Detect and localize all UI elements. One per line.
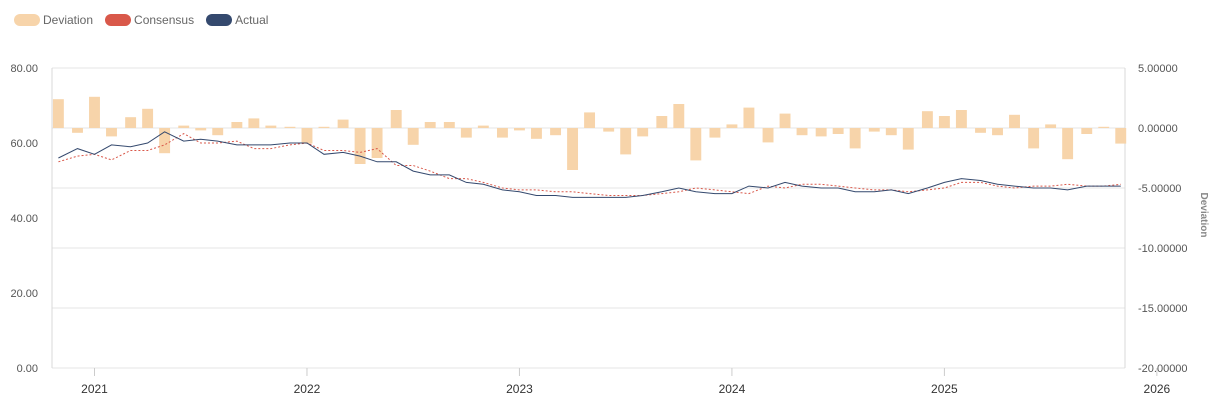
deviation-bar-3 xyxy=(106,128,117,137)
deviation-bar-22 xyxy=(443,122,455,128)
deviation-bar-56 xyxy=(1045,124,1057,128)
deviation-bar-57 xyxy=(1062,128,1074,160)
legend-item-actual[interactable]: Actual xyxy=(206,13,268,27)
legend-swatch-consensus xyxy=(105,14,132,26)
left-tick-label-3: 60.00 xyxy=(10,138,38,150)
deviation-bar-48 xyxy=(902,128,914,150)
consensus-line xyxy=(58,133,1121,196)
left-tick-label-0: 0.00 xyxy=(17,363,38,375)
deviation-bar-53 xyxy=(992,128,1003,136)
legend-item-deviation[interactable]: Deviation xyxy=(14,13,93,27)
deviation-bar-40 xyxy=(762,128,774,143)
deviation-bar-8 xyxy=(195,128,207,131)
deviation-bar-51 xyxy=(955,110,967,128)
deviation-bar-35 xyxy=(673,104,685,128)
legend-label-actual: Actual xyxy=(235,13,269,27)
chart-legend: Deviation Consensus Actual xyxy=(14,10,280,30)
right-tick-label-1: -15.00000 xyxy=(1138,303,1188,315)
legend-label-deviation: Deviation xyxy=(43,13,94,27)
deviation-bar-4 xyxy=(125,117,137,128)
right-tick-label-3: -5.00000 xyxy=(1138,183,1181,195)
deviation-bar-13 xyxy=(284,126,296,128)
left-tick-label-1: 20.00 xyxy=(10,288,38,300)
deviation-bar-20 xyxy=(407,128,419,145)
deviation-bar-32 xyxy=(620,128,632,155)
deviation-bar-1 xyxy=(72,128,83,133)
actual-line xyxy=(58,131,1121,198)
deviation-bar-26 xyxy=(513,128,525,131)
deviation-bar-16 xyxy=(337,119,349,128)
deviation-bar-24 xyxy=(477,125,489,128)
x-tick-label-1: 2022 xyxy=(294,382,321,396)
x-tick-label-4: 2025 xyxy=(931,382,958,396)
deviation-bar-42 xyxy=(796,128,808,136)
deviation-bar-2 xyxy=(89,96,100,128)
deviation-bar-41 xyxy=(779,113,791,128)
deviation-bar-34 xyxy=(656,116,668,128)
deviation-bar-14 xyxy=(301,128,313,144)
deviation-bar-10 xyxy=(231,122,243,128)
deviation-bar-58 xyxy=(1081,128,1093,134)
deviation-bar-39 xyxy=(743,107,755,128)
x-tick-label-3: 2024 xyxy=(719,382,746,396)
deviation-bar-23 xyxy=(460,128,472,138)
deviation-bar-15 xyxy=(318,126,330,128)
deviation-bar-54 xyxy=(1009,114,1020,128)
deviation-bar-50 xyxy=(938,116,950,128)
legend-label-consensus: Consensus xyxy=(134,13,195,27)
deviation-bar-28 xyxy=(550,128,562,136)
deviation-bar-36 xyxy=(690,128,702,161)
deviation-bar-60 xyxy=(1115,128,1127,144)
deviation-bar-43 xyxy=(815,128,827,137)
deviation-bar-6 xyxy=(159,128,171,154)
deviation-bar-33 xyxy=(637,128,649,137)
deviation-bar-5 xyxy=(142,108,154,128)
right-tick-label-0: -20.00000 xyxy=(1138,363,1188,375)
deviation-bar-47 xyxy=(885,128,897,136)
deviation-bar-55 xyxy=(1028,128,1040,149)
deviation-bar-7 xyxy=(178,125,190,128)
right-axis-title: Deviation xyxy=(1198,192,1209,237)
x-tick-label-0: 2021 xyxy=(81,382,108,396)
left-tick-label-2: 40.00 xyxy=(10,213,38,225)
deviation-bar-37 xyxy=(709,128,721,138)
deviation-bar-52 xyxy=(975,128,986,133)
deviation-bar-44 xyxy=(832,128,844,134)
deviation-bar-59 xyxy=(1098,126,1110,128)
deviation-bar-31 xyxy=(603,128,615,132)
deviation-bar-49 xyxy=(921,111,933,128)
deviation-bar-27 xyxy=(530,128,542,139)
x-tick-label-5: 2026 xyxy=(1144,382,1171,396)
legend-swatch-deviation xyxy=(14,14,40,26)
right-tick-label-5: 5.00000 xyxy=(1138,63,1178,75)
deviation-bar-0 xyxy=(52,99,64,128)
left-tick-label-4: 80.00 xyxy=(10,63,38,75)
deviation-bar-17 xyxy=(354,128,366,164)
deviation-bar-9 xyxy=(212,128,224,136)
deviation-bar-25 xyxy=(496,128,508,138)
deviation-bar-12 xyxy=(265,125,277,128)
right-tick-label-4: 0.00000 xyxy=(1138,123,1178,135)
deviation-bar-11 xyxy=(248,118,260,128)
deviation-bar-45 xyxy=(849,128,861,149)
legend-item-consensus[interactable]: Consensus xyxy=(105,13,194,27)
deviation-bar-38 xyxy=(726,124,738,128)
deviation-bar-18 xyxy=(371,128,383,158)
x-tick-label-2: 2023 xyxy=(506,382,533,396)
deviation-bar-19 xyxy=(390,110,402,128)
deviation-bar-21 xyxy=(424,122,436,128)
right-tick-label-2: -10.00000 xyxy=(1138,243,1188,255)
deviation-bar-29 xyxy=(567,128,579,170)
legend-swatch-actual xyxy=(206,14,233,26)
deviation-bar-46 xyxy=(868,128,880,132)
deviation-bar-30 xyxy=(584,112,596,128)
